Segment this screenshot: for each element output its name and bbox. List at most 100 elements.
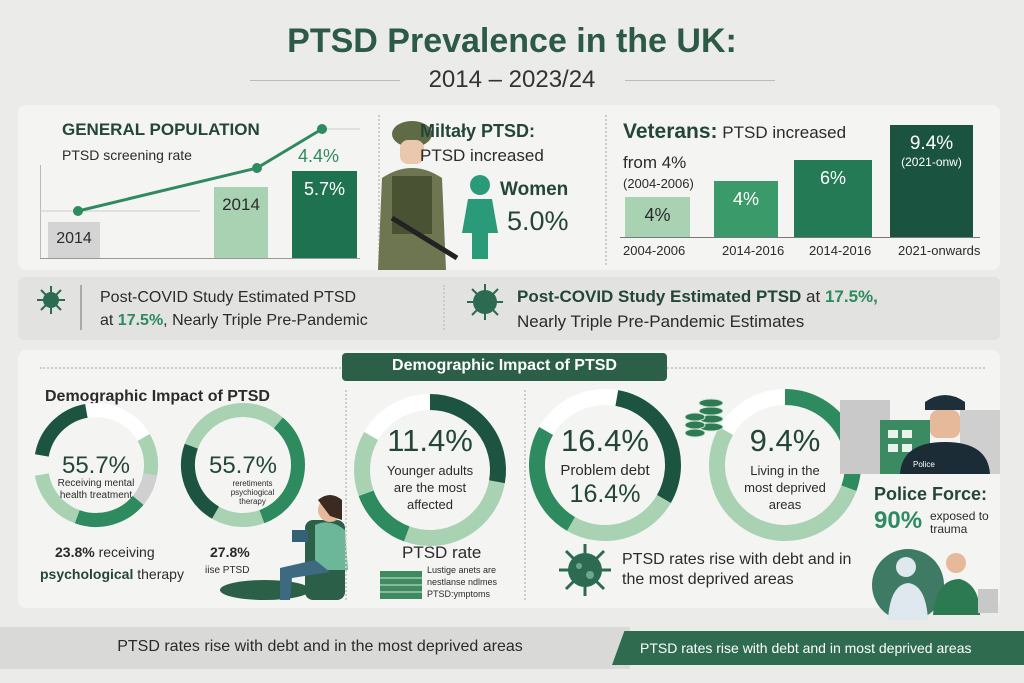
money-icon: [380, 571, 422, 599]
divider: [250, 80, 400, 81]
donut3-value: 11.4%: [387, 423, 473, 458]
veterans-bar-4: 9.4% (2021-onw): [890, 125, 973, 237]
footer-ribbon: [612, 631, 1024, 665]
donut4-segment: [615, 390, 681, 503]
donut3-segment: [404, 480, 505, 546]
donut3-segment: [429, 394, 506, 484]
stat1-line2: psychological therapy: [40, 566, 184, 582]
donut2-segment: [212, 506, 265, 527]
screening-trend-line: [40, 124, 360, 216]
donut1-segment: [85, 403, 150, 442]
donut3-segment: [354, 432, 379, 496]
page-title: PTSD Prevalence in the UK:: [287, 22, 737, 60]
text: receiving: [94, 544, 155, 560]
virus-icon: [467, 284, 503, 320]
divider: [345, 390, 347, 600]
veterans-from: from 4%: [623, 153, 687, 172]
text: , Nearly Triple Pre-Pandemic: [163, 312, 368, 329]
bar-value: 4%: [644, 205, 671, 225]
woman-icon: [462, 175, 498, 259]
donut3-segment: [358, 490, 410, 542]
ptsd-rate-note: Lustige anets are nestlanse ndlmes PTSD:ym…: [427, 564, 497, 600]
period-label: 2021-onwards: [898, 243, 981, 258]
coins-icon: [684, 398, 724, 438]
donut4-label: Problem debt: [560, 462, 650, 479]
women-value: 5.0%: [507, 206, 569, 236]
donut5-segment: [709, 427, 857, 541]
bar-value: 9.4%: [909, 133, 954, 154]
ptsd-rate-label: PTSD rate: [402, 543, 482, 562]
text: at: [100, 312, 118, 329]
police-value: 90%: [874, 507, 923, 534]
donut2-segment: [259, 417, 305, 524]
donut5-label: Living in the most deprived areas: [744, 463, 826, 512]
veterans-bar-3: 6%: [794, 160, 872, 237]
covid-band: [18, 277, 1000, 340]
period-label: 2004-2006: [623, 243, 686, 258]
veterans-bar-1: 4%: [625, 197, 690, 237]
divider: [378, 115, 380, 265]
covid-right-line1: Post-COVID Study Estimated PTSD at 17.5%…: [517, 287, 878, 307]
donut4-segment: [529, 427, 576, 531]
donut5-value: 9.4%: [749, 423, 821, 458]
donut4-value2: 16.4%: [569, 480, 641, 508]
page-subtitle: 2014 – 2023/24: [428, 66, 596, 93]
police-badge: Police: [913, 460, 935, 469]
demographic-panel: [18, 350, 1000, 608]
text: therapy: [133, 566, 184, 582]
text: nestlanse ndlmes: [427, 577, 498, 587]
donut2-segment: [181, 443, 220, 519]
covid-left-line1: Post-COVID Study Estimated PTSD: [100, 289, 357, 306]
virus-icon: [37, 286, 65, 314]
divider: [80, 285, 82, 330]
bar-2014-gray: 2014: [48, 222, 100, 258]
text: psychological: [40, 566, 134, 582]
virus-icon: [559, 544, 611, 596]
bar-value: 6%: [819, 168, 846, 188]
bar-2014-light: 2014: [214, 187, 268, 258]
donut1-value: 55.7%: [61, 452, 131, 479]
police-title: Police Force:: [874, 484, 988, 504]
period-label: 2014-2016: [722, 243, 785, 258]
donut1-segment: [132, 473, 158, 505]
stat2-value: 27.8%: [210, 544, 250, 560]
period-label: 2014-2016: [809, 243, 872, 258]
footer-right-text: PTSD rates rise with debt and in most de…: [640, 640, 972, 656]
therapy-illustration: [872, 549, 998, 620]
veterans-bar-2: 4%: [714, 181, 778, 237]
woman-in-chair-illustration: [220, 495, 348, 600]
demographic-banner: Demographic Impact of PTSD: [342, 353, 667, 381]
donut1-label: Receiving mental health treatment: [57, 478, 135, 501]
point-label: 4.4%: [298, 146, 340, 166]
baseline: [40, 258, 360, 259]
donut5-segment: [719, 389, 786, 436]
bar-label: 2014: [56, 230, 92, 247]
donut-charts: [34, 389, 861, 546]
bar-5-7: 5.7%: [292, 171, 357, 258]
bar-label: 2014: [222, 195, 260, 214]
stat1-line1: 23.8% receiving: [55, 544, 155, 560]
covid-right-value: 17.5%,: [824, 287, 878, 306]
veterans-title-rest: PTSD increased: [722, 123, 847, 142]
donut2-segment: [184, 403, 283, 449]
donut1-segment: [34, 473, 80, 524]
donut4-value: 16.4%: [561, 423, 649, 458]
footer-band: [0, 627, 630, 669]
soldier-illustration: [378, 121, 459, 270]
covid-right-line2: Nearly Triple Pre-Pandemic Estimates: [517, 312, 805, 331]
stat2-text: iise PTSD: [205, 565, 250, 576]
covid-left-line2: at 17.5%, Nearly Triple Pre-Pandemic: [100, 312, 368, 330]
footer-left-text: PTSD rates rise with debt and in the mos…: [117, 638, 523, 655]
text: at: [801, 287, 825, 306]
divider: [625, 80, 775, 81]
police-stat: 90%: [874, 507, 922, 535]
military-title: Miltały PTSD:: [420, 121, 536, 141]
veterans-label: Veterans:: [623, 120, 718, 143]
debt-note: PTSD rates rise with debt and in the mos…: [622, 551, 852, 588]
baseline: [620, 237, 980, 238]
general-subtitle: PTSD screening rate: [62, 147, 192, 163]
donut1-segment: [34, 403, 88, 457]
donut3-segment: [364, 394, 431, 441]
covid-left-value: 17.5%: [117, 312, 164, 329]
veterans-from-period: (2004-2006): [623, 176, 694, 191]
